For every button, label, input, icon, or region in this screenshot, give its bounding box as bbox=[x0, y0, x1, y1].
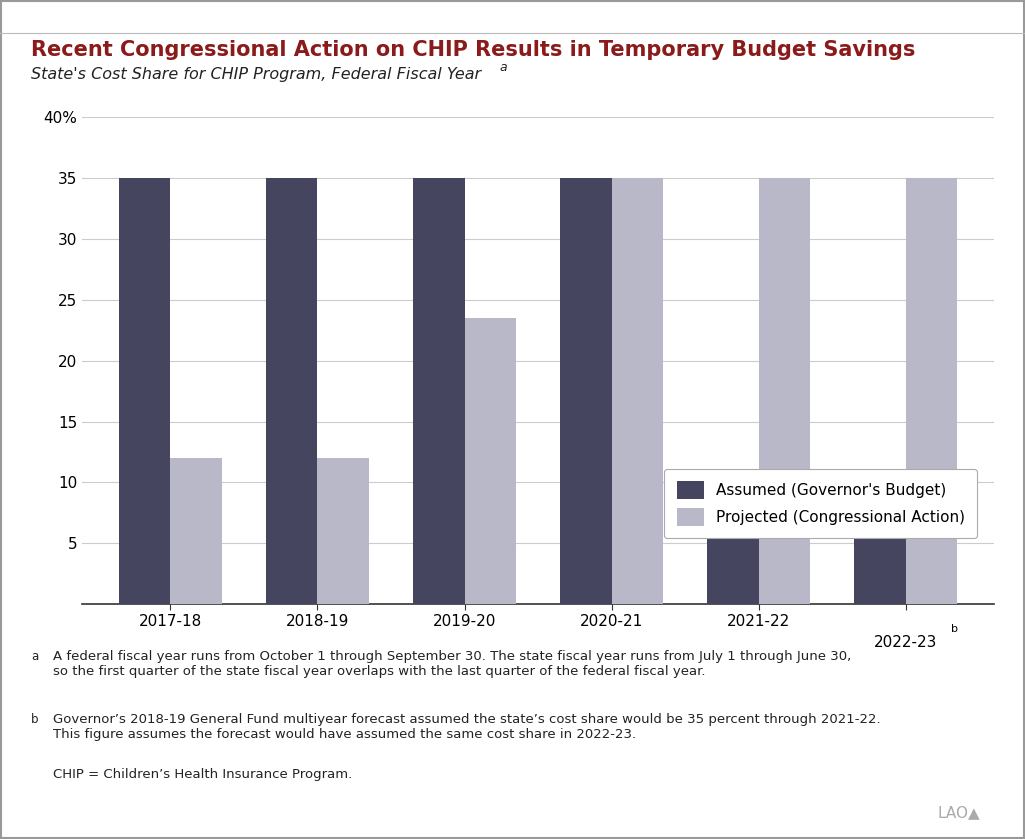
Text: Figure 1: Figure 1 bbox=[11, 8, 88, 25]
Text: b: b bbox=[951, 623, 958, 633]
Bar bbox=[561, 178, 612, 604]
Text: A federal fiscal year runs from October 1 through September 30. The state fiscal: A federal fiscal year runs from October … bbox=[53, 650, 852, 678]
Bar bbox=[119, 178, 170, 604]
Bar bbox=[855, 525, 906, 604]
Bar bbox=[612, 178, 663, 604]
Bar bbox=[265, 178, 318, 604]
Text: Governor’s 2018-19 General Fund multiyear forecast assumed the state’s cost shar: Governor’s 2018-19 General Fund multiyea… bbox=[53, 713, 880, 741]
Text: Recent Congressional Action on CHIP Results in Temporary Budget Savings: Recent Congressional Action on CHIP Resu… bbox=[31, 40, 915, 60]
Bar bbox=[170, 458, 221, 604]
Bar bbox=[758, 178, 811, 604]
Bar bbox=[413, 178, 464, 604]
Text: b: b bbox=[31, 713, 38, 726]
Text: CHIP = Children’s Health Insurance Program.: CHIP = Children’s Health Insurance Progr… bbox=[53, 768, 353, 780]
Text: 2022-23: 2022-23 bbox=[874, 634, 938, 649]
Text: a: a bbox=[31, 650, 38, 663]
Bar bbox=[318, 458, 369, 604]
Text: a: a bbox=[499, 61, 506, 74]
Bar bbox=[906, 178, 957, 604]
Bar bbox=[707, 525, 758, 604]
Legend: Assumed (Governor's Budget), Projected (Congressional Action): Assumed (Governor's Budget), Projected (… bbox=[664, 469, 978, 538]
Text: State's Cost Share for CHIP Program, Federal Fiscal Year: State's Cost Share for CHIP Program, Fed… bbox=[31, 67, 481, 82]
Text: LAO▲: LAO▲ bbox=[938, 805, 981, 821]
Bar bbox=[464, 318, 516, 604]
